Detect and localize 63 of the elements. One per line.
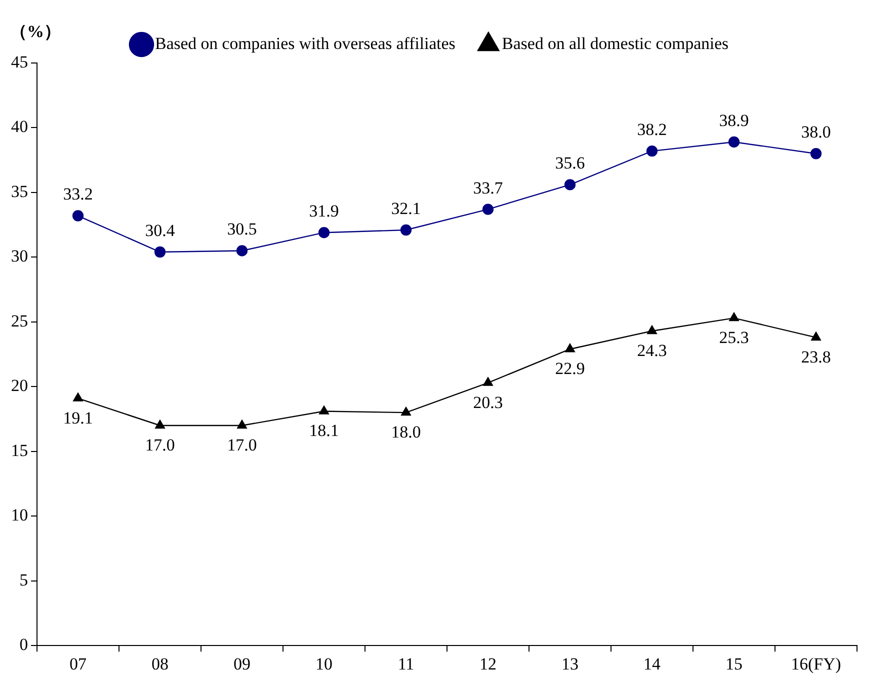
point: [565, 344, 575, 352]
y-tick-label: 45: [11, 52, 28, 72]
x-tick-label: 07: [70, 654, 87, 674]
point: [646, 145, 658, 157]
y-tick-label: 10: [11, 506, 28, 525]
data-label: 33.2: [63, 184, 93, 204]
point: [73, 392, 83, 402]
point: [401, 406, 411, 416]
data-label: 30.4: [145, 220, 176, 240]
point: [564, 179, 576, 190]
point: [811, 332, 821, 341]
y-tick-label: 0: [20, 635, 28, 654]
data-label: 18.1: [309, 421, 339, 440]
point: [729, 312, 739, 322]
point: [728, 136, 740, 148]
x-tick-label: 11: [398, 654, 414, 674]
y-tick-label: 40: [11, 117, 28, 136]
x-tick-label: 15: [726, 654, 742, 674]
data-label: 20.3: [473, 392, 503, 412]
x-tick-label: 10: [316, 654, 332, 674]
x-tick-label: 08: [152, 654, 168, 674]
point: [483, 377, 493, 386]
legend-label: Based on all domestic companies: [502, 34, 729, 53]
y-tick-label: 5: [20, 570, 28, 590]
point: [236, 245, 248, 256]
point: [319, 406, 329, 414]
y-tick-label: 35: [11, 182, 28, 201]
x-tick-label: 13: [562, 654, 578, 674]
y-tick-label: 30: [11, 246, 28, 266]
y-tick-label: 25: [11, 311, 28, 330]
data-label: 18.0: [391, 422, 421, 442]
point: [810, 148, 822, 160]
point: [318, 227, 330, 238]
data-label: 38.9: [719, 110, 749, 130]
y-tick-label: 20: [11, 376, 28, 396]
data-label: 30.5: [227, 220, 257, 239]
data-label: 25.3: [719, 328, 749, 348]
point: [72, 210, 84, 222]
data-label: 23.8: [801, 347, 831, 366]
data-label: 22.9: [555, 359, 585, 378]
point: [155, 420, 165, 429]
data-label: 17.0: [145, 435, 175, 454]
data-label: 31.9: [309, 202, 339, 221]
x-tick-label: 16(FY): [790, 654, 842, 674]
legend-label: Based on companies with overseas affiliates: [154, 34, 456, 53]
data-label: 38.0: [801, 122, 831, 142]
data-label: 19.1: [63, 408, 93, 428]
data-label: 24.3: [637, 340, 667, 360]
point: [647, 325, 657, 334]
x-tick-label: 14: [644, 654, 661, 674]
point: [154, 246, 166, 258]
point: [482, 204, 494, 215]
x-tick-label: 09: [234, 654, 250, 674]
point: [400, 224, 412, 236]
point: [237, 420, 247, 429]
data-label: 17.0: [227, 435, 257, 454]
y-axis-title: （%）: [10, 22, 61, 41]
data-label: 33.7: [473, 178, 504, 198]
data-label: 38.2: [637, 120, 667, 140]
x-tick-label: 12: [480, 654, 496, 674]
y-tick-label: 15: [11, 440, 28, 460]
data-label: 35.6: [555, 154, 585, 173]
data-label: 32.1: [391, 198, 421, 218]
